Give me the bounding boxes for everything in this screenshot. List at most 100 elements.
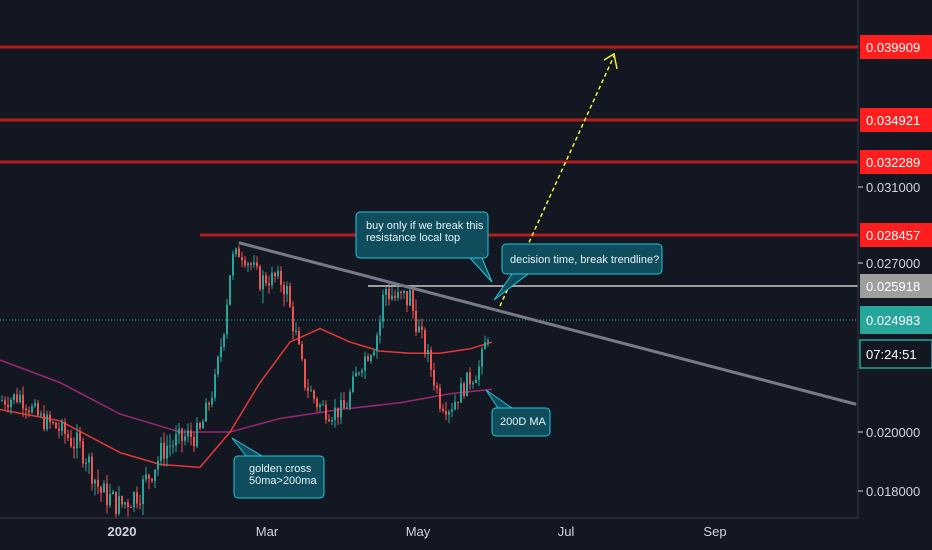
decision-note[interactable]: decision time, break trendline? xyxy=(493,243,663,301)
candle xyxy=(292,301,294,340)
last-price-label: 0.024983 xyxy=(866,313,920,328)
note-text-line: decision time, break trendline? xyxy=(510,254,659,266)
price-tick-label: 0.020000 xyxy=(866,425,920,440)
candle xyxy=(217,355,219,378)
candle xyxy=(70,429,72,448)
candle xyxy=(250,261,252,271)
time-tick-label: May xyxy=(406,524,431,539)
candle xyxy=(256,256,258,270)
price-tag-label: 0.034921 xyxy=(866,113,920,128)
candle xyxy=(343,391,345,409)
descending-trendline[interactable] xyxy=(238,241,857,406)
candle xyxy=(349,388,351,411)
price-axis: 0.039909 0.034921 0.032289 0.028457 0.025918… xyxy=(858,35,932,499)
candle xyxy=(298,326,300,345)
candle xyxy=(379,314,381,344)
candle xyxy=(481,346,483,375)
candle xyxy=(277,265,279,280)
candle xyxy=(85,458,87,472)
candle xyxy=(115,491,117,521)
candle xyxy=(313,389,315,404)
candle xyxy=(346,401,348,409)
candle xyxy=(73,437,75,459)
candle xyxy=(295,322,297,336)
candle xyxy=(226,298,228,339)
candle xyxy=(34,399,36,409)
candle xyxy=(361,368,363,378)
candle xyxy=(214,368,216,402)
candle xyxy=(94,478,96,496)
candle xyxy=(430,346,432,378)
candle xyxy=(103,480,105,493)
candle xyxy=(271,266,273,289)
note-text-line: resistance local top xyxy=(366,232,460,244)
candle xyxy=(484,335,486,350)
note-text-line: buy only if we break this xyxy=(366,220,484,232)
candle xyxy=(112,489,114,495)
candle xyxy=(448,409,450,424)
candle xyxy=(439,383,441,413)
price-tag-label: 0.032289 xyxy=(866,155,920,170)
candle xyxy=(124,501,126,509)
candle xyxy=(451,403,453,418)
candle xyxy=(334,398,336,428)
candle xyxy=(37,400,39,417)
candle xyxy=(241,251,243,268)
candle xyxy=(391,284,393,301)
candle xyxy=(7,396,9,413)
price-axis-panel[interactable] xyxy=(858,0,932,518)
candle xyxy=(43,405,45,432)
candle xyxy=(436,382,438,394)
candle xyxy=(205,398,207,422)
candle xyxy=(118,486,120,516)
price-tag xyxy=(860,35,932,59)
candle xyxy=(478,360,480,387)
candle xyxy=(82,437,84,468)
price-tick-label: 0.027000 xyxy=(866,256,920,271)
candle xyxy=(337,407,339,425)
candle xyxy=(376,332,378,359)
price-tag xyxy=(860,274,932,298)
candle xyxy=(4,396,6,410)
candle xyxy=(304,358,306,391)
candle xyxy=(274,271,276,283)
candle xyxy=(472,380,474,389)
candle xyxy=(367,353,369,362)
ma-note[interactable]: 200D MA xyxy=(485,389,551,437)
candles-layer xyxy=(1,245,489,521)
candle xyxy=(358,371,360,376)
candle xyxy=(283,281,285,307)
candle xyxy=(433,362,435,391)
candle xyxy=(469,367,471,390)
candle xyxy=(352,371,354,394)
note-text-line: 50ma>200ma xyxy=(249,475,317,487)
candle xyxy=(211,391,213,408)
candle xyxy=(466,372,468,397)
candle xyxy=(196,417,198,449)
candle xyxy=(133,491,135,513)
time-axis-panel[interactable] xyxy=(0,518,858,550)
candle xyxy=(40,410,42,419)
candle xyxy=(28,406,30,418)
candle xyxy=(49,411,51,429)
candle xyxy=(487,337,489,347)
candle xyxy=(46,410,48,432)
candle xyxy=(52,420,54,425)
candle xyxy=(301,341,303,362)
time-axis: 2020 Mar May Jul Sep xyxy=(108,524,727,539)
last-price-tag xyxy=(860,306,932,334)
price-tag xyxy=(860,150,932,174)
candle xyxy=(199,421,201,431)
candle xyxy=(22,386,24,418)
candle xyxy=(418,319,420,333)
candle xyxy=(421,318,423,339)
candle xyxy=(319,402,321,413)
candle xyxy=(223,332,225,351)
candle xyxy=(16,388,18,404)
candle xyxy=(265,272,267,287)
candle xyxy=(157,456,159,477)
